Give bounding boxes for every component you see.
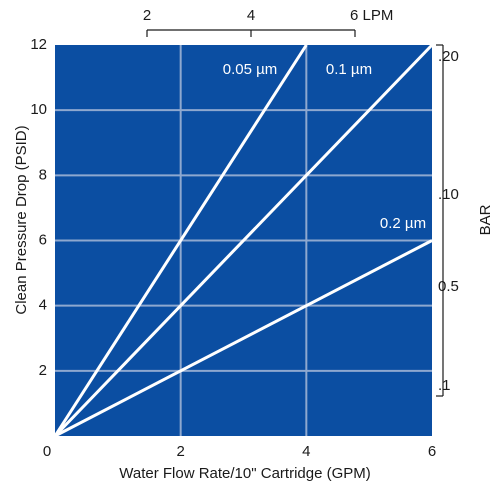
right-tick-label: .20 <box>438 48 459 65</box>
data-line <box>53 44 308 437</box>
right-axis-title: BAR <box>477 204 494 235</box>
data-line <box>53 43 434 438</box>
y-tick-label: 8 <box>39 166 47 183</box>
top-tick-label: 6 LPM <box>350 7 393 24</box>
x-tick-label: 0 <box>43 443 51 460</box>
right-tick-label: .10 <box>438 186 459 203</box>
right-tick-label: 0.5 <box>438 278 459 295</box>
top-tick-label: 4 <box>247 7 255 24</box>
top-tick-label: 2 <box>143 7 151 24</box>
y-tick-label: 4 <box>39 297 47 314</box>
y-tick-label: 10 <box>30 101 47 118</box>
y-axis-title: Clean Pressure Drop (PSID) <box>13 125 30 314</box>
series-label: 0.1 µm <box>326 61 372 78</box>
y-tick-label: 6 <box>39 231 47 248</box>
series-label: 0.05 µm <box>223 61 278 78</box>
y-tick-label: 12 <box>30 36 47 53</box>
series-label: 0.2 µm <box>380 215 426 232</box>
x-tick-label: 4 <box>302 443 310 460</box>
x-axis-title: Water Flow Rate/10" Cartridge (GPM) <box>119 465 371 482</box>
data-line <box>54 239 433 438</box>
x-tick-label: 2 <box>176 443 184 460</box>
x-tick-label: 6 <box>428 443 436 460</box>
right-tick-label: .1 <box>438 377 451 394</box>
y-tick-label: 2 <box>39 362 47 379</box>
